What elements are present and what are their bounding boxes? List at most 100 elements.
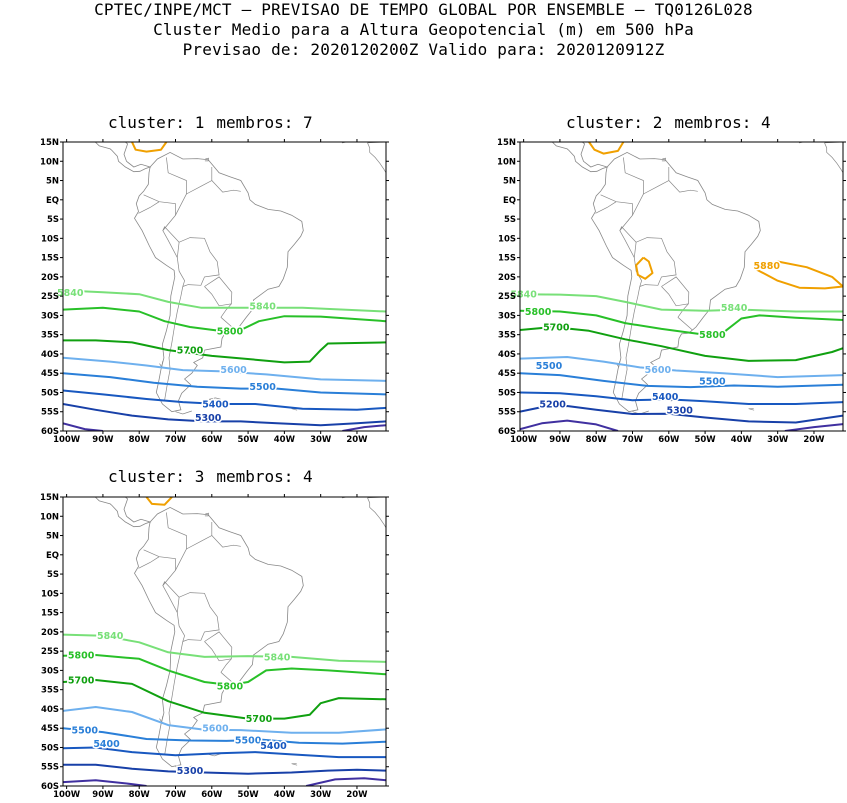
- central-america-coastline: [63, 497, 152, 528]
- country-border: [186, 167, 213, 195]
- contour-5800: [63, 306, 386, 332]
- contour-5500: [63, 727, 386, 745]
- lat-label: 55S: [41, 763, 59, 773]
- lat-label: 40S: [41, 350, 59, 360]
- lat-label: 50S: [498, 388, 516, 398]
- lat-label: 15S: [498, 254, 516, 264]
- contour-5880: [755, 260, 843, 290]
- contour-label-5500: 5500: [699, 376, 726, 387]
- contour-5200: [305, 777, 386, 786]
- lon-label: 30W: [310, 435, 332, 444]
- contour-5800: [63, 654, 386, 686]
- lon-label: 80W: [586, 435, 608, 444]
- coastline-island: [175, 410, 192, 415]
- contour-5200: [342, 424, 386, 431]
- header-title: CPTEC/INPE/MCT – PREVISAO DE TEMPO GLOBA…: [94, 0, 753, 19]
- coastline-island: [367, 497, 386, 529]
- lat-label: EQ: [46, 551, 59, 561]
- contour-label-5800: 5800: [217, 326, 244, 337]
- central-america-coastline: [63, 142, 152, 173]
- contour-5600: [63, 356, 386, 382]
- lat-label: 35S: [498, 331, 516, 341]
- lat-label: 15N: [40, 493, 59, 503]
- contour-5200: [520, 419, 619, 431]
- contour-5880: [131, 142, 168, 153]
- country-border: [138, 556, 160, 569]
- country-border: [186, 522, 213, 550]
- lat-label: 5S: [47, 215, 59, 225]
- lon-label: 50W: [694, 435, 716, 444]
- country-border: [220, 303, 232, 318]
- map-frame: [519, 141, 844, 432]
- country-border: [623, 157, 644, 216]
- lat-label: 60S: [41, 427, 59, 437]
- contour-5300: [520, 405, 843, 424]
- lon-label: 70W: [165, 790, 187, 799]
- panel-3-members-label: membros: 4: [216, 467, 313, 486]
- contour-5600: [520, 356, 843, 379]
- contour-5400: [63, 389, 386, 411]
- coastline-island: [291, 763, 298, 766]
- country-border: [143, 194, 178, 258]
- contour-5400: [520, 391, 843, 405]
- coastline-island: [159, 360, 164, 368]
- south-america-coastline: [591, 151, 761, 413]
- lat-label: 10S: [498, 234, 516, 244]
- contour-label-5800: 5800: [68, 650, 95, 661]
- lat-label: 20S: [41, 628, 59, 638]
- contour-5840: [520, 293, 843, 313]
- contour-label-5500: 5500: [235, 735, 262, 746]
- lon-label: 60W: [658, 435, 680, 444]
- contour-5840: [63, 289, 386, 313]
- lat-label: EQ: [503, 196, 516, 206]
- map-frame: [62, 141, 387, 432]
- lat-label: 45S: [41, 724, 59, 734]
- lat-label: 15S: [41, 254, 59, 264]
- lon-label: 100W: [53, 790, 81, 799]
- lon-label: 100W: [53, 435, 81, 444]
- panel-3-cluster-label: cluster: 3: [108, 467, 205, 486]
- country-border: [633, 237, 677, 287]
- contour-label-5400: 5400: [202, 400, 229, 411]
- map-plot-area: [63, 142, 386, 431]
- lon-label: 80W: [129, 790, 151, 799]
- contour-5400: [63, 746, 386, 759]
- lat-label: 15N: [497, 138, 516, 148]
- panel-2-map: 5880 5840 5840 5800 5700 5800 5500 5600 5500 5400…: [497, 138, 846, 444]
- lat-label: 5N: [503, 177, 516, 187]
- contour-5880: [588, 142, 625, 155]
- lon-label: 50W: [237, 790, 259, 799]
- contour-label-5600: 5600: [220, 365, 247, 376]
- coastline-island: [204, 512, 209, 517]
- lat-label: 25S: [498, 292, 516, 302]
- lon-label: 40W: [274, 435, 296, 444]
- country-border: [668, 180, 698, 193]
- lon-label: 90W: [92, 435, 114, 444]
- contour-5300: [63, 403, 386, 427]
- contour-label-5600: 5600: [202, 724, 229, 735]
- lat-label: 30S: [498, 311, 516, 321]
- lon-label: 40W: [731, 435, 753, 444]
- contour-label-5800: 5800: [699, 330, 726, 341]
- contour-5200: [63, 779, 147, 786]
- contour-label-5700: 5700: [68, 676, 95, 687]
- lat-label: 45S: [41, 369, 59, 379]
- lon-label: 100W: [510, 435, 538, 444]
- contour-label-5840: 5840: [721, 303, 748, 314]
- contour-5880: [635, 256, 654, 280]
- country-border: [176, 237, 220, 287]
- lat-label: 35S: [41, 331, 59, 341]
- lon-label: 60W: [201, 790, 223, 799]
- contour-5500: [63, 372, 386, 396]
- lon-label: 20W: [346, 435, 368, 444]
- lon-label: 70W: [165, 435, 187, 444]
- coastline-island: [748, 408, 755, 411]
- lat-label: 60S: [498, 427, 516, 437]
- lat-label: 30S: [41, 311, 59, 321]
- country-border: [220, 658, 232, 673]
- contour-label-5600: 5600: [645, 365, 672, 376]
- contour-5700: [63, 679, 386, 720]
- contour-label-5880: 5880: [754, 261, 781, 272]
- lat-label: 10N: [497, 157, 516, 167]
